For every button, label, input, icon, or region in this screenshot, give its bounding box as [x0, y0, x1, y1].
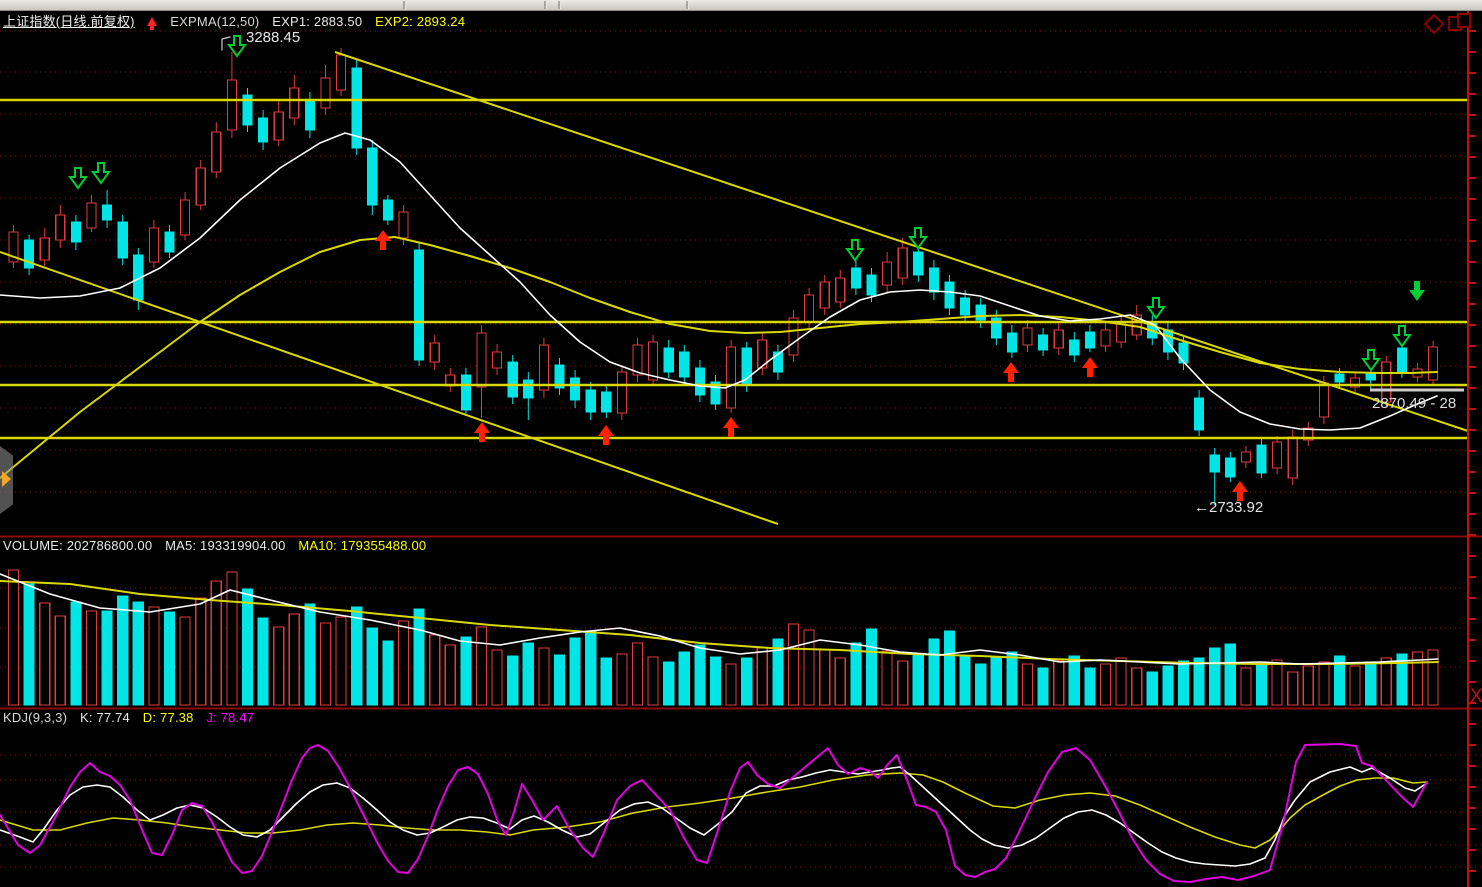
instrument-title[interactable]: 上证指数(日线.前复权) [3, 14, 135, 29]
expma-indicator-label[interactable]: EXPMA(12,50) [170, 14, 260, 29]
volume-value[interactable]: VOLUME: 202786800.00 [3, 538, 153, 553]
kdj-d-value: D: 77.38 [142, 710, 194, 725]
window-titlebar[interactable] [0, 0, 1482, 11]
peak-price-annotation: 3288.45 [246, 29, 301, 46]
titlebar-separator [558, 1, 561, 9]
kdj-k-value: K: 77.74 [79, 710, 130, 725]
diamond-icon[interactable] [1423, 13, 1445, 35]
kdj-indicator-label[interactable]: KDJ(9,3,3) [3, 710, 68, 725]
price-range-label: 2870.49 - 28 [1372, 395, 1457, 412]
titlebar-separator [544, 1, 547, 9]
expand-arrow-icon [2, 471, 11, 487]
left-panel-expander[interactable] [0, 446, 13, 514]
main-pane-header: 上证指数(日线.前复权) EXPMA(12,50) EXP1: 2883.50 … [3, 11, 474, 30]
exp1-value: EXP1: 2883.50 [272, 14, 363, 29]
cascade-windows-icon[interactable] [1457, 13, 1471, 28]
volume-pane-header: VOLUME: 202786800.00 MA5: 193319904.00 M… [3, 538, 435, 553]
exp2-value: EXP2: 2893.24 [375, 14, 466, 29]
expma-buy-arrow-icon [147, 17, 158, 30]
kdj-j-value: J: 78.47 [206, 710, 255, 725]
pane-close-icon[interactable]: X [1470, 686, 1482, 707]
titlebar-separator [403, 1, 406, 9]
kdj-pane-header: KDJ(9,3,3) K: 77.74 D: 77.38 J: 78.47 [3, 710, 263, 725]
volume-ma5-value: MA5: 193319904.00 [165, 538, 286, 553]
titlebar-separator [686, 1, 689, 9]
trough-price-annotation: ←2733.92 [1194, 499, 1264, 516]
volume-ma10-value: MA10: 179355488.00 [298, 538, 427, 553]
